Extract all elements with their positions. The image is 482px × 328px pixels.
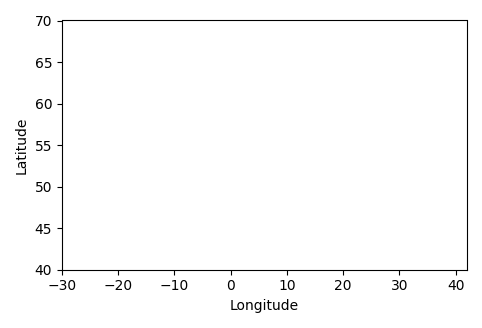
X-axis label: Longitude: Longitude	[230, 299, 299, 313]
Y-axis label: Latitude: Latitude	[15, 116, 29, 174]
